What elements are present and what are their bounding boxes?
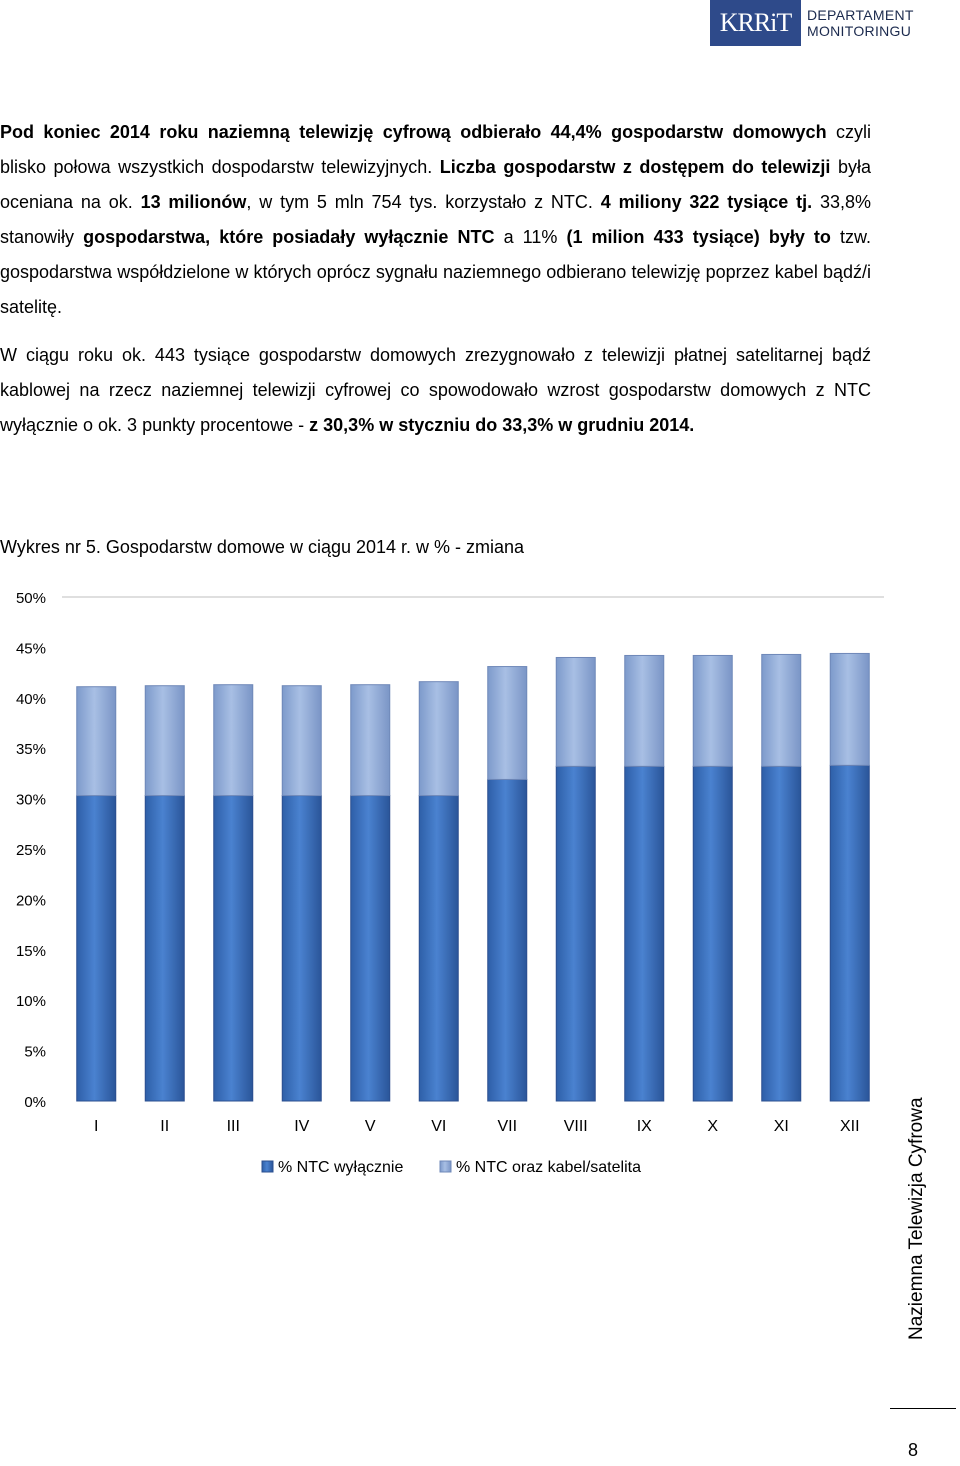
bar-segment-ntc-cable-satellite [692,654,733,767]
bar-segment-ntc-only [76,795,117,1102]
krrit-logo: KRRiT DEPARTAMENT MONITORINGU [710,0,960,46]
bar-segment-ntc-only [418,795,459,1102]
logo-text: DEPARTAMENT MONITORINGU [807,0,914,46]
x-axis-labels: I II III IV V VI VII VIII IX X XI XII [94,1118,860,1135]
bar-segment-ntc-only [692,765,733,1102]
p1-seg-6: , w tym 5 mln 754 tys. korzystało z NTC. [246,192,601,212]
paragraph-2: W ciągu roku ok. 443 tysiące gospodarstw… [0,338,871,443]
bar-segment-ntc-cable-satellite [350,684,391,797]
bar-segment-ntc-only [761,765,802,1102]
x-tick-label: I [94,1118,98,1135]
bar-segment-ntc-cable-satellite [281,685,322,797]
p1-seg-12: tzw. gospodarstwa współdzielone w któryc… [0,227,872,317]
x-tick-label: XII [840,1118,860,1135]
p1-seg-7: 4 miliony 322 tysiące tj. [600,192,813,212]
bar-segment-ntc-cable-satellite [213,684,254,797]
x-tick-label: IX [637,1118,652,1135]
legend-label: % NTC oraz kabel/satelita [456,1159,641,1176]
y-tick-label: 25% [16,842,46,859]
y-tick-label: 50% [16,590,46,607]
x-tick-label: IV [294,1118,309,1135]
bar-segment-ntc-only [213,795,254,1102]
x-tick-label: X [707,1118,718,1135]
p2-seg-1: W ciągu roku ok. 443 tysiące gospodarstw… [0,345,871,435]
y-tick-label: 15% [16,943,46,960]
legend-swatch-ntc-only [261,1160,274,1173]
x-tick-label: VI [431,1118,446,1135]
y-tick-label: 45% [16,640,46,657]
x-tick-label: V [365,1118,376,1135]
bar-segment-ntc-cable-satellite [761,653,802,767]
x-tick-label: VIII [564,1118,588,1135]
x-tick-label: II [160,1118,169,1135]
legend-swatch-ntc-cable-satellite [439,1160,452,1173]
logo-line-1: DEPARTAMENT [807,7,914,23]
y-tick-label: 30% [16,792,46,809]
p1-seg-8: 33,8% stanowiły [0,192,871,247]
x-tick-label: VII [497,1118,517,1135]
p1-seg-5: 13 milionów [140,192,247,212]
x-tick-label: III [227,1118,240,1135]
bar-segment-ntc-only [350,795,391,1102]
bar-segment-ntc-cable-satellite [144,685,185,797]
bar-segment-ntc-cable-satellite [418,681,459,797]
bar-segment-ntc-only [555,765,596,1102]
paragraph-1: Pod koniec 2014 roku naziemną telewizję … [0,115,871,325]
y-tick-label: 5% [24,1044,46,1061]
p1-seg-2: czyli blisko połowa wszystkich dospodars… [0,122,871,177]
y-axis-labels: 0% 5% 10% 15% 20% 25% 30% 35% 40% 45% 50% [16,590,46,1111]
x-tick-label: XI [774,1118,789,1135]
y-tick-label: 20% [16,892,46,909]
bar-segment-ntc-only [624,765,665,1102]
p2-seg-2: z 30,3% w styczniu do 33,3% w grudniu 20… [309,415,695,435]
p1-seg-1: Pod koniec 2014 roku naziemną telewizję … [0,122,827,142]
p1-seg-11: (1 milion 433 tysiące) były to [566,227,831,247]
logo-mark: KRRiT [710,0,801,46]
y-tick-label: 35% [16,741,46,758]
p1-seg-4: była oceniana na ok. [0,157,871,212]
bar-segment-ntc-cable-satellite [555,656,596,767]
legend-label: % NTC wyłącznie [278,1159,403,1176]
p1-seg-9: gospodarstwa, które posiadały wyłącznie … [83,227,495,247]
p1-seg-3: Liczba gospodarstw z dostępem do telewiz… [439,157,831,177]
sidebar-section-label: Naziemna Telewizja Cyfrowa [906,1097,927,1340]
bar-segment-ntc-only [487,778,528,1102]
bar-segment-ntc-cable-satellite [487,666,528,780]
y-tick-label: 10% [16,993,46,1010]
bar-segment-ntc-cable-satellite [829,652,870,766]
p1-seg-10: a 11% [494,227,567,247]
bar-segment-ntc-cable-satellite [76,686,117,797]
bar-segment-ntc-only [144,795,185,1102]
stacked-bar-chart: 0%5%10%15%20%25%30%35%40%45%50% I II III IV… [16,590,884,1176]
chart-caption: Wykres nr 5. Gospodarstw domowe w ciągu … [0,537,525,557]
sidebar-rule [890,1408,956,1409]
page-number: 8 [908,1440,919,1460]
bar-segment-ntc-only [829,764,870,1102]
bars [76,652,870,1102]
bar-segment-ntc-only [281,795,322,1102]
chart-legend: % NTC wyłącznie % NTC oraz kabel/satelita [261,1159,641,1176]
y-tick-label: 0% [24,1094,46,1111]
y-tick-label: 40% [16,691,46,708]
bar-segment-ntc-cable-satellite [624,654,665,767]
logo-line-2: MONITORINGU [807,23,912,39]
